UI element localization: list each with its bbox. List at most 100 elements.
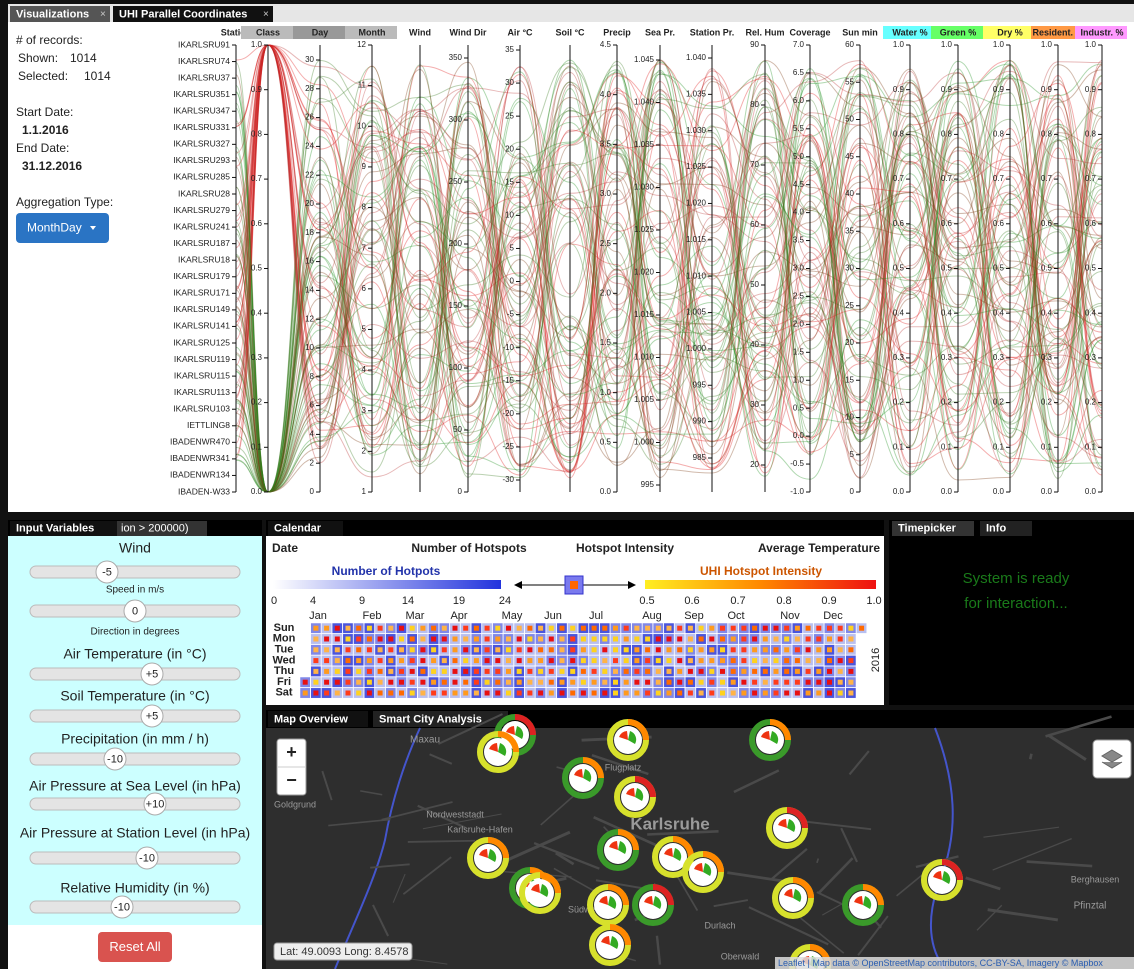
calendar-cell-core [420, 626, 425, 631]
slider-track [30, 710, 240, 722]
calendar-cell-core [827, 680, 832, 685]
calendar-cell-core [506, 691, 511, 696]
tick-label: 1.015 [686, 235, 707, 244]
info-panel [889, 536, 1134, 705]
slider-title: Precipitation (in mm / h) [61, 731, 209, 747]
calendar-cell-core [442, 658, 447, 663]
month-label: Jul [589, 610, 603, 622]
tick-label: 1.030 [634, 183, 655, 192]
calendar-cell-core [346, 637, 351, 642]
tick-label: 1.040 [634, 98, 655, 107]
tick-label: 0.7 [941, 174, 953, 183]
slider-value: +10 [146, 798, 165, 810]
zoom-out[interactable]: − [286, 770, 297, 790]
axis-title: Precip [603, 27, 631, 37]
tick-label: 0.1 [941, 442, 953, 451]
tick-label: 0.0 [941, 487, 953, 496]
calendar-cell-core [506, 647, 511, 652]
calendar-cell-core [827, 626, 832, 631]
panel-tab-bar [266, 520, 884, 536]
tick-label: 30 [750, 400, 759, 409]
calendar-cell-core [806, 658, 811, 663]
calendar-cell-core [538, 691, 543, 696]
calendar-cell-core [335, 658, 340, 663]
tick-label: 30 [505, 78, 514, 87]
calendar-cell-core [848, 626, 853, 631]
calendar-cell-core [613, 637, 618, 642]
tick-label: 0.9 [941, 85, 953, 94]
tick-label: -10 [502, 343, 514, 352]
zoom-in[interactable]: + [286, 742, 297, 762]
calendar-cell-core [356, 647, 361, 652]
tick-label: 0.0 [600, 487, 612, 496]
calendar-cell-core [720, 637, 725, 642]
axis-title: Industr. % [1080, 27, 1123, 37]
slider-track [30, 901, 240, 913]
tick-label: 0.5 [941, 264, 953, 273]
tick-label: 2 [362, 446, 367, 455]
tick-label: 985 [693, 453, 707, 462]
tick-label: 1.045 [634, 55, 655, 64]
tick-label: 0.2 [941, 398, 953, 407]
calendar-cell-core [795, 626, 800, 631]
tick-label: -15 [502, 376, 514, 385]
calendar-cell-core [410, 647, 415, 652]
tab-label: UHI Parallel Coordinates [119, 8, 247, 20]
calendar-cell-core [838, 669, 843, 674]
tick-label: 2 [310, 458, 315, 467]
calendar-cell-core [474, 647, 479, 652]
tick-label: 20 [845, 338, 854, 347]
tick-label: 50 [845, 115, 854, 124]
calendar-cell-core [453, 691, 458, 696]
calendar-cell-core [645, 647, 650, 652]
tick-label: 0.1 [893, 442, 905, 451]
tick-label: 14 [305, 286, 314, 295]
tab-label: Map Overview [274, 713, 348, 725]
calendar-cell-core [763, 626, 768, 631]
tick-label: 60 [845, 40, 854, 49]
calendar-cell-core [303, 691, 308, 696]
axis-title: Coverage [789, 27, 830, 37]
tick-label: 30 [305, 55, 314, 64]
calendar-cell-core [335, 637, 340, 642]
calendar-cell-core [570, 647, 575, 652]
value: 1014 [84, 69, 111, 83]
calendar-cell-core [763, 669, 768, 674]
tick-label: 0.1 [993, 442, 1005, 451]
tick-label: 0.8 [893, 130, 905, 139]
calendar-cell-core [763, 691, 768, 696]
axis-title: Rel. Hum [745, 27, 784, 37]
tick-label: 0.4 [941, 308, 953, 317]
calendar-cell-core [581, 626, 586, 631]
tick-label: 1.0 [993, 40, 1005, 49]
calendar-cell-core [774, 669, 779, 674]
calendar-cell-core [720, 691, 725, 696]
calendar-cell-core [463, 669, 468, 674]
place-label: Goldgrund [274, 799, 316, 809]
calendar-cell-core [463, 637, 468, 642]
calendar-cell-core [485, 637, 490, 642]
tick-label: 1.015 [634, 310, 655, 319]
tick-label: 22 [305, 170, 314, 179]
calendar-cell-core [848, 691, 853, 696]
tick-label: 20 [505, 144, 514, 153]
calendar-cell-core [431, 691, 436, 696]
tick-label: 25 [505, 111, 514, 120]
calendar-cell-core [763, 647, 768, 652]
tick-label: 990 [693, 417, 707, 426]
calendar-cell-core [388, 691, 393, 696]
calendar-cell-core [592, 680, 597, 685]
tick-label: 0.8 [941, 130, 953, 139]
slider-track [30, 753, 240, 765]
tick-label: 0.8 [1085, 130, 1097, 139]
tick-label: 7.0 [793, 40, 805, 49]
tick-label: -5 [507, 310, 515, 319]
tick-label: 18 [305, 228, 314, 237]
calendar-cell-core [699, 680, 704, 685]
calendar-cell-core [774, 647, 779, 652]
calendar-cell-core [420, 647, 425, 652]
tick-label: 0.5 [600, 437, 612, 446]
calendar-cell-core [324, 626, 329, 631]
calendar-cell-core [495, 680, 500, 685]
calendar-cell-core [806, 691, 811, 696]
